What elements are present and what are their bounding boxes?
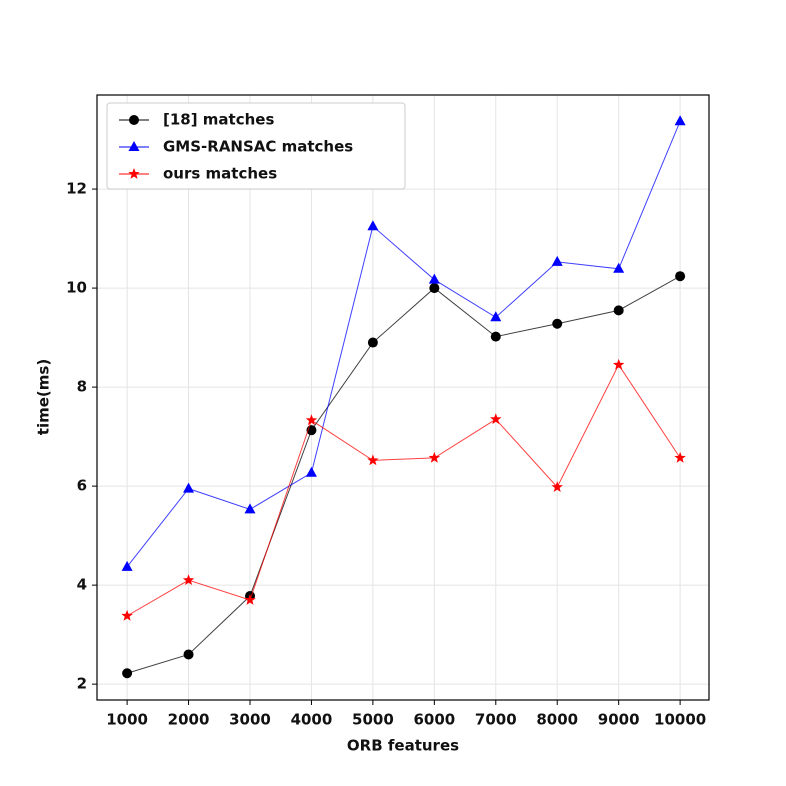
marker bbox=[674, 115, 686, 126]
marker bbox=[675, 271, 686, 282]
y-tick-label: 10 bbox=[66, 279, 87, 297]
marker bbox=[121, 560, 133, 571]
marker bbox=[129, 115, 139, 125]
marker bbox=[490, 331, 501, 342]
legend-label: ours matches bbox=[163, 165, 277, 183]
y-tick-label: 12 bbox=[66, 180, 87, 198]
marker bbox=[183, 649, 194, 660]
marker bbox=[182, 574, 195, 586]
marker bbox=[552, 318, 563, 329]
x-tick-label: 2000 bbox=[168, 711, 210, 729]
legend-label: [18] matches bbox=[163, 111, 274, 129]
x-tick-label: 10000 bbox=[654, 711, 706, 729]
series-line bbox=[126, 363, 681, 617]
marker bbox=[122, 668, 133, 679]
marker bbox=[128, 141, 140, 151]
marker bbox=[551, 481, 563, 492]
y-axis-label: time(ms) bbox=[35, 359, 53, 435]
legend-label: GMS-RANSAC matches bbox=[163, 138, 353, 156]
y-tick-label: 8 bbox=[77, 378, 87, 396]
plot-frame bbox=[96, 94, 710, 701]
marker bbox=[367, 454, 379, 466]
marker bbox=[613, 305, 624, 316]
x-tick-label: 7000 bbox=[475, 711, 517, 729]
marker bbox=[551, 255, 563, 266]
series-line bbox=[126, 275, 681, 674]
x-tick-label: 5000 bbox=[352, 711, 394, 729]
x-tick-label: 9000 bbox=[598, 711, 640, 729]
x-tick-label: 4000 bbox=[291, 711, 333, 729]
y-tick-label: 6 bbox=[77, 477, 87, 495]
legend-box bbox=[106, 102, 406, 190]
marker bbox=[674, 451, 686, 463]
x-tick-label: 1000 bbox=[106, 711, 148, 729]
marker bbox=[367, 337, 378, 348]
y-tick-label: 4 bbox=[77, 576, 87, 594]
marker bbox=[121, 609, 133, 621]
marker bbox=[367, 220, 379, 231]
x-axis-label: ORB features bbox=[347, 737, 459, 755]
marker bbox=[128, 168, 140, 179]
marker bbox=[613, 262, 625, 273]
marker bbox=[305, 466, 317, 477]
marker bbox=[305, 414, 318, 426]
x-tick-label: 8000 bbox=[536, 711, 578, 729]
marker bbox=[428, 451, 441, 463]
marker bbox=[490, 311, 502, 322]
marker bbox=[244, 503, 256, 514]
series-line bbox=[126, 121, 681, 568]
marker bbox=[244, 593, 256, 605]
x-tick-label: 6000 bbox=[413, 711, 455, 729]
marker bbox=[429, 283, 440, 294]
marker bbox=[490, 413, 502, 425]
x-tick-label: 3000 bbox=[229, 711, 271, 729]
y-tick-label: 2 bbox=[77, 675, 87, 693]
marker bbox=[612, 358, 625, 370]
marker bbox=[183, 482, 195, 493]
marker bbox=[428, 273, 440, 284]
